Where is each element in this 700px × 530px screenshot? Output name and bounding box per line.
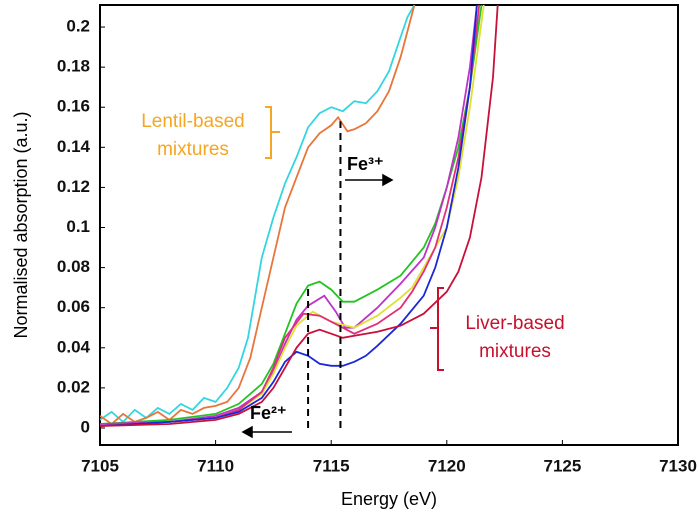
y-tick-label: 0.04 bbox=[57, 337, 91, 356]
lentil-label: mixtures bbox=[157, 139, 229, 160]
y-tick-label: 0.06 bbox=[57, 297, 90, 316]
lentil-bracket bbox=[265, 106, 280, 159]
y-tick-label: 0.1 bbox=[66, 217, 90, 236]
y-tick-label: 0.14 bbox=[57, 137, 91, 156]
lentil-label: Lentil-based bbox=[141, 111, 245, 132]
fe3-arrow bbox=[345, 173, 394, 187]
x-tick-label: 7130 bbox=[659, 456, 697, 475]
liver-bracket bbox=[430, 287, 444, 371]
y-tick-label: 0 bbox=[81, 417, 90, 436]
x-tick-label: 7110 bbox=[197, 456, 234, 475]
spectrum-line bbox=[100, 5, 483, 425]
x-tick-label: 7125 bbox=[543, 456, 581, 475]
spectrum-line bbox=[100, 5, 416, 426]
y-tick-label: 0.2 bbox=[66, 17, 90, 36]
liver-label: Liver-based bbox=[465, 313, 564, 334]
fe2-arrow bbox=[241, 425, 292, 439]
spectrum-line bbox=[100, 5, 499, 427]
y-axis-label: Normalised absorption (a.u.) bbox=[11, 111, 31, 338]
plot-frame bbox=[99, 4, 679, 446]
spectrum-line bbox=[100, 5, 478, 425]
spectrum-line bbox=[100, 5, 485, 427]
fe2-label: Fe²⁺ bbox=[250, 403, 287, 423]
fe3-label: Fe³⁺ bbox=[347, 154, 384, 174]
spectrum-line bbox=[100, 5, 416, 424]
y-tick-label: 0.18 bbox=[57, 57, 90, 76]
x-axis-label: Energy (eV) bbox=[341, 489, 437, 509]
plot-lines bbox=[100, 5, 499, 427]
liver-label: mixtures bbox=[479, 341, 551, 362]
spectrum-line bbox=[100, 5, 481, 427]
x-tick-label: 7105 bbox=[81, 456, 119, 475]
x-tick-label: 7115 bbox=[313, 456, 350, 475]
y-tick-label: 0.12 bbox=[57, 177, 90, 196]
spectrum-line bbox=[100, 5, 478, 427]
y-tick-label: 0.08 bbox=[57, 257, 90, 276]
x-tick-label: 7120 bbox=[428, 456, 466, 475]
y-tick-label: 0.02 bbox=[57, 377, 90, 396]
y-tick-label: 0.16 bbox=[57, 97, 90, 116]
